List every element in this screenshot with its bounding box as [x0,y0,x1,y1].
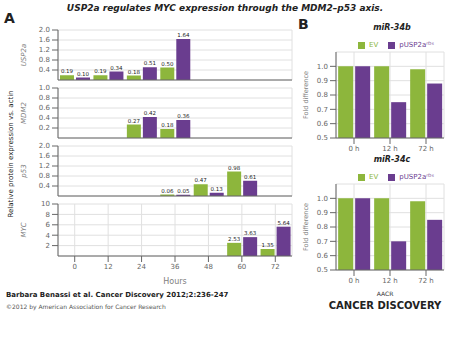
svg-text:0.61: 0.61 [244,174,256,180]
svg-text:72: 72 [271,263,280,271]
svg-text:0.36: 0.36 [177,113,190,119]
svg-text:0.05: 0.05 [177,188,190,194]
svg-text:0.51: 0.51 [144,60,156,66]
svg-text:60: 60 [237,263,246,271]
svg-text:0.8: 0.8 [39,94,50,102]
svg-text:0.9: 0.9 [317,209,328,217]
svg-text:0.4: 0.4 [39,114,51,122]
svg-text:0.18: 0.18 [161,122,174,128]
svg-text:0.9: 0.9 [317,77,328,85]
svg-text:0.6: 0.6 [317,120,329,128]
svg-text:0: 0 [72,263,76,271]
svg-text:Fold difference: Fold difference [302,203,310,251]
svg-text:1.2: 1.2 [39,46,50,54]
svg-text:2: 2 [46,242,50,250]
svg-text:2.0: 2.0 [39,26,50,34]
svg-text:0.2: 0.2 [39,124,50,132]
svg-text:12 h: 12 h [382,145,398,152]
html-text:Barbara Benassi et al. Cancer: Barbara Benassi et al. Cancer Discovery … [6,291,229,299]
svg-text:0.8: 0.8 [317,91,328,99]
svg-text:6: 6 [46,221,51,229]
svg-text:0 h: 0 h [348,277,359,284]
svg-text:1.0: 1.0 [39,84,50,92]
svg-text:3.63: 3.63 [244,230,257,236]
svg-text:0.50: 0.50 [161,61,174,67]
svg-text:10: 10 [41,200,50,208]
svg-text:p53: p53 [20,164,28,178]
svg-text:36: 36 [171,263,180,271]
html-text:EV: EV [369,41,379,49]
svg-text:USP2a: USP2a [20,44,28,67]
html-text:miR-34b: miR-34b [373,23,411,32]
svg-text:2.0: 2.0 [39,142,50,150]
svg-text:1.64: 1.64 [177,32,190,38]
svg-text:0.5: 0.5 [317,266,328,274]
svg-text:1.0: 1.0 [317,63,328,71]
svg-text:0.6: 0.6 [317,252,329,260]
html-text:©2012 by American Association: ©2012 by American Association for Cancer… [6,303,166,310]
svg-text:5.64: 5.64 [277,220,290,226]
svg-text:0.8: 0.8 [39,56,50,64]
svg-text:4: 4 [46,232,51,240]
html-text:pUSP2aʳᴰˢ: pUSP2aʳᴰˢ [399,41,434,49]
html-text:CANCER DISCOVERY: CANCER DISCOVERY [328,300,442,311]
svg-text:0.98: 0.98 [228,165,241,171]
html-text:EV: EV [369,173,379,181]
svg-text:0.19: 0.19 [61,68,74,74]
svg-text:0.8: 0.8 [39,172,50,180]
svg-text:12 h: 12 h [382,277,398,284]
html-text:B: B [298,16,309,32]
html-text:AACR: AACR [376,290,394,297]
svg-text:1.6: 1.6 [39,36,51,44]
html-text:A: A [4,10,15,26]
svg-text:0.10: 0.10 [77,71,90,77]
svg-text:0.47: 0.47 [195,177,208,183]
svg-text:0 h: 0 h [348,145,359,152]
svg-text:0.7: 0.7 [317,238,328,246]
svg-text:1.2: 1.2 [39,162,50,170]
svg-text:12: 12 [104,263,113,271]
html-text:miR-34c: miR-34c [373,155,411,164]
svg-text:0.8: 0.8 [317,223,328,231]
svg-text:0.19: 0.19 [94,68,107,74]
svg-text:0.4: 0.4 [39,66,51,74]
svg-text:0.34: 0.34 [110,65,123,71]
svg-text:0.5: 0.5 [317,134,328,142]
svg-text:Relative protein expression vs: Relative protein expression vs. actin [8,90,15,217]
html-text:pUSP2aʳᴰˢ: pUSP2aʳᴰˢ [399,173,434,181]
svg-text:0.06: 0.06 [161,188,174,194]
svg-text:0.7: 0.7 [317,106,328,114]
svg-text:48: 48 [204,263,213,271]
svg-text:1.35: 1.35 [261,242,274,248]
svg-text:0.18: 0.18 [128,69,141,75]
svg-text:0.13: 0.13 [211,186,224,192]
svg-text:0.42: 0.42 [144,110,156,116]
svg-text:2.53: 2.53 [228,236,241,242]
svg-text:1.0: 1.0 [317,195,328,203]
html-text:USP2a regulates MYC expression: USP2a regulates MYC expression through t… [66,3,384,13]
svg-text:1.6: 1.6 [39,152,51,160]
svg-text:72 h: 72 h [418,277,434,284]
svg-text:0.6: 0.6 [39,104,51,112]
svg-text:MYC: MYC [20,222,28,237]
svg-text:8: 8 [46,211,50,219]
svg-text:24: 24 [137,263,146,271]
svg-text:0.27: 0.27 [128,118,141,124]
svg-text:MDM2: MDM2 [20,101,28,123]
svg-text:72 h: 72 h [418,145,434,152]
svg-text:Hours: Hours [163,277,186,284]
svg-text:Fold difference: Fold difference [302,71,310,119]
svg-text:0.4: 0.4 [39,182,51,190]
